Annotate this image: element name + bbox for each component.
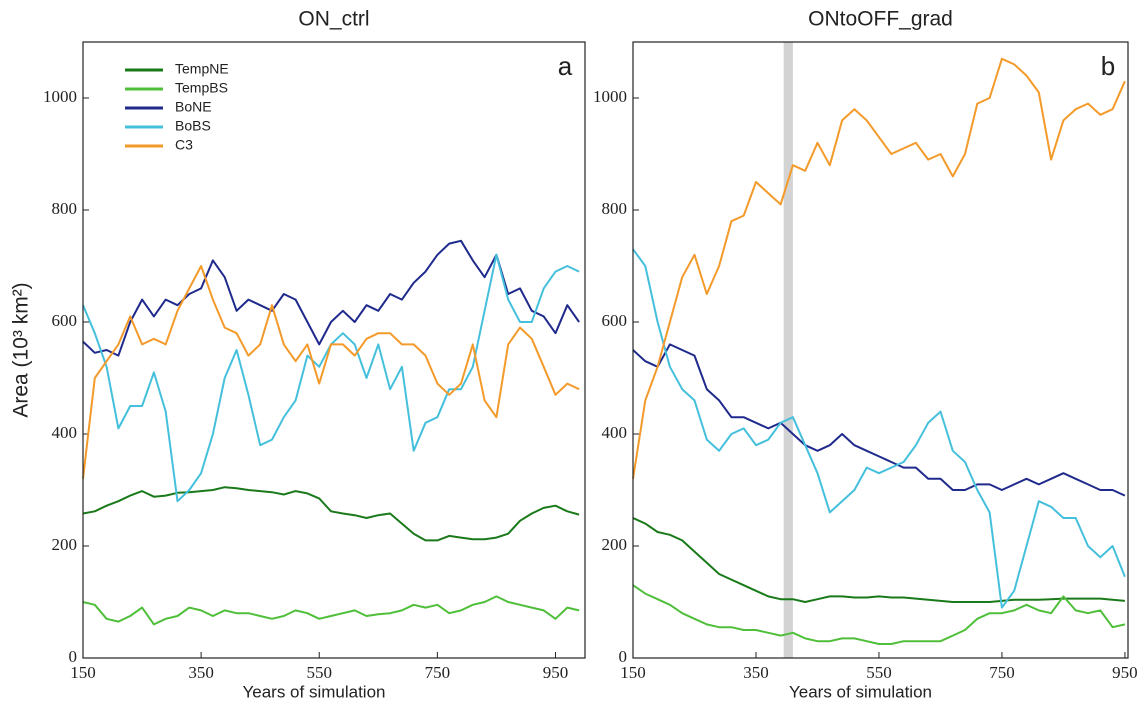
x-tick-label: 750 bbox=[989, 663, 1015, 682]
series-line bbox=[82, 239, 580, 357]
y-tick-label: 200 bbox=[602, 535, 628, 554]
panel-label: a bbox=[558, 51, 573, 81]
x-tick-label: 350 bbox=[743, 663, 769, 682]
x-tick-label: 350 bbox=[188, 663, 214, 682]
series-line bbox=[82, 253, 580, 503]
plot-frame bbox=[632, 41, 1129, 659]
y-tick-label: 400 bbox=[52, 423, 78, 442]
x-axis-label: Years of simulation bbox=[242, 682, 385, 701]
legend-label: BoNE bbox=[175, 99, 212, 115]
y-tick-label: 400 bbox=[602, 423, 628, 442]
y-axis-label: Area (10³ km²) bbox=[10, 282, 33, 417]
x-tick-label: 550 bbox=[866, 663, 892, 682]
series-line bbox=[632, 57, 1126, 479]
legend-label: TempBS bbox=[175, 80, 228, 96]
y-tick-label: 600 bbox=[602, 311, 628, 330]
y-tick-label: 800 bbox=[602, 199, 628, 218]
x-axis-label: Years of simulation bbox=[789, 682, 932, 701]
y-tick-label: 600 bbox=[52, 311, 78, 330]
chart-title: ONtoOFF_grad bbox=[808, 8, 953, 31]
shaded-region bbox=[783, 42, 793, 658]
panel-label: b bbox=[1101, 51, 1115, 81]
x-tick-label: 150 bbox=[620, 663, 646, 682]
y-tick-label: 0 bbox=[69, 647, 78, 666]
legend-label: BoBS bbox=[175, 118, 211, 134]
series-line bbox=[82, 265, 580, 479]
legend-label: C3 bbox=[175, 137, 193, 153]
y-tick-label: 0 bbox=[619, 647, 628, 666]
series-line bbox=[632, 343, 1126, 497]
y-tick-label: 1000 bbox=[43, 87, 77, 106]
series-line bbox=[632, 248, 1126, 609]
x-tick-label: 750 bbox=[425, 663, 451, 682]
series-line bbox=[632, 517, 1125, 603]
series-line bbox=[632, 584, 1126, 645]
x-tick-label: 150 bbox=[70, 663, 96, 682]
y-tick-label: 800 bbox=[52, 199, 78, 218]
chart-title: ON_ctrl bbox=[298, 8, 369, 31]
series-line bbox=[82, 595, 580, 626]
series-line bbox=[82, 486, 580, 542]
y-tick-label: 200 bbox=[52, 535, 78, 554]
x-tick-label: 950 bbox=[543, 663, 569, 682]
y-tick-label: 1000 bbox=[593, 87, 627, 106]
legend-label: TempNE bbox=[175, 61, 229, 77]
x-tick-label: 950 bbox=[1112, 663, 1138, 682]
plot-frame bbox=[82, 41, 586, 659]
x-tick-label: 550 bbox=[306, 663, 332, 682]
